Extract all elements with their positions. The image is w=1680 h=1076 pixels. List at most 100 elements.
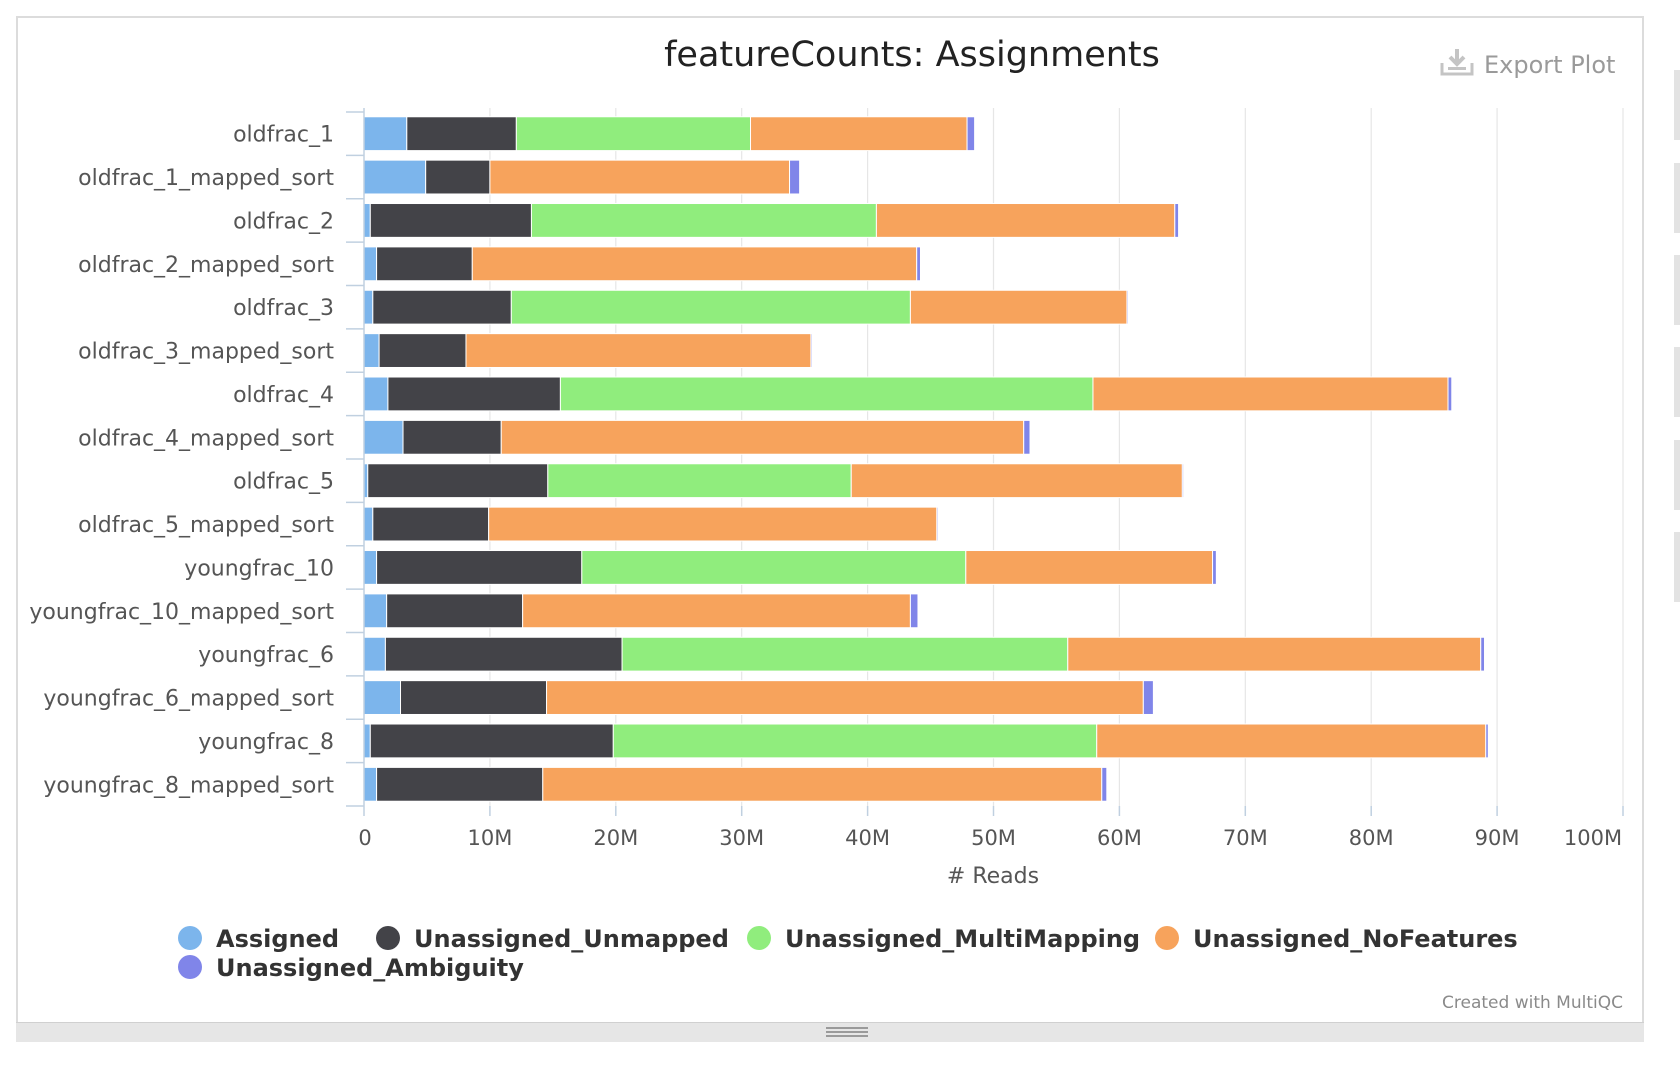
side-tab[interactable] [1674,347,1680,417]
bar-segment [909,289,1128,325]
legend-label: Unassigned_NoFeatures [1193,925,1518,953]
x-tick-label: 10M [467,826,512,850]
y-tick-label: oldfrac_1 [233,123,334,148]
bar-segment [363,159,427,195]
bar-segment [850,463,1183,499]
legend-item[interactable]: Unassigned_Unmapped [376,925,729,953]
bar-segment [500,419,1025,455]
bar-segment [547,463,852,499]
bar-segment [465,333,812,368]
bar-segment [471,246,918,282]
y-tick-label: oldfrac_4_mapped_sort [78,426,334,451]
y-tick-label: youngfrac_10 [184,556,334,581]
bar-segment [376,766,544,802]
bar-segment [966,116,976,152]
bar-segment [363,419,404,455]
y-tick-label: oldfrac_3 [233,296,334,321]
bar-segment [363,506,374,542]
bar-segment [369,203,532,238]
bar-segment [376,246,473,282]
bar-segment [406,116,517,152]
legend-item[interactable]: Assigned [178,925,339,953]
legend-marker [376,926,400,950]
export-plot-button[interactable]: Export Plot [1440,48,1615,82]
bar-segment [789,159,801,195]
y-tick-label: oldfrac_2 [233,209,334,234]
side-tab[interactable] [1674,440,1680,510]
grip-icon [826,1027,868,1037]
bar-segment [363,593,388,629]
legend-item[interactable]: Unassigned_MultiMapping [747,925,1140,953]
download-icon [1440,47,1474,83]
bar-segment [1142,680,1154,715]
x-tick-label: 60M [1097,826,1142,850]
x-tick-label: 70M [1223,826,1268,850]
x-tick-label: 80M [1349,826,1394,850]
side-tab[interactable] [1674,532,1680,602]
legend-marker [178,955,202,979]
bars [363,116,1489,802]
bar-segment [965,550,1214,585]
bar-segment [875,203,1176,238]
legend-item[interactable]: Unassigned_NoFeatures [1155,925,1518,953]
bar-segment [387,376,561,412]
bar-segment [363,246,378,282]
x-tick-label: 100M [1564,826,1622,850]
bar-segment [1480,636,1486,672]
y-tick-label: youngfrac_8_mapped_sort [43,773,334,798]
resize-handle[interactable] [16,1022,1644,1042]
bar-segment [1092,376,1449,412]
side-tab[interactable] [1674,255,1680,325]
chart-title: featureCounts: Assignments [664,35,1160,75]
bar-segment [1067,636,1482,672]
bar-segment [363,289,374,325]
bar-segment [522,593,911,629]
legend-marker [1155,926,1179,950]
bar-segment [402,419,502,455]
side-tab[interactable] [1674,163,1680,233]
bar-segment [581,550,967,585]
bar-segment [369,723,614,759]
bar-segment [386,593,524,629]
x-tick-label: 90M [1475,826,1520,850]
bar-segment [363,116,408,152]
bar-segment [1126,289,1129,325]
bar-segment [489,159,791,195]
x-tick-label: 50M [971,826,1016,850]
y-tick-label: oldfrac_3_mapped_sort [78,340,334,365]
side-tab[interactable] [1674,70,1680,140]
bar-segment [1174,203,1180,238]
bar-segment [515,116,752,152]
legend-label: Assigned [216,925,339,953]
legend-label: Unassigned_MultiMapping [785,925,1140,953]
bar-segment [810,333,813,368]
bar-segment [384,636,623,672]
y-tick-label: oldfrac_5_mapped_sort [78,513,334,538]
legend-item[interactable]: Unassigned_Ambiguity [178,954,524,982]
bar-segment [750,116,968,152]
x-tick-label: 30M [719,826,764,850]
bar-segment [363,203,371,238]
y-tick-label: youngfrac_6 [198,643,334,668]
y-tick-label: youngfrac_8 [198,730,334,755]
bar-segment [1485,723,1489,759]
y-tick-label: oldfrac_2_mapped_sort [78,253,334,278]
legend[interactable]: Assigned Unassigned_Unmapped Unassigned_Mu… [178,925,1518,982]
bar-segment [542,766,1103,802]
legend-marker [747,926,771,950]
y-tick-label: oldfrac_4 [233,383,334,408]
bar-segment [367,463,549,499]
legend-label: Unassigned_Ambiguity [216,954,524,982]
bar-segment [363,766,378,802]
bar-segment [488,506,938,542]
x-axis-title: # Reads [947,864,1039,889]
x-tick-label: 40M [845,826,890,850]
bar-segment [530,203,877,238]
bar-segment [1447,376,1453,412]
bar-segment [400,680,548,715]
bar-segment [372,506,490,542]
bar-segment [916,246,921,282]
bar-segment [363,723,371,759]
bar-segment [621,636,1069,672]
